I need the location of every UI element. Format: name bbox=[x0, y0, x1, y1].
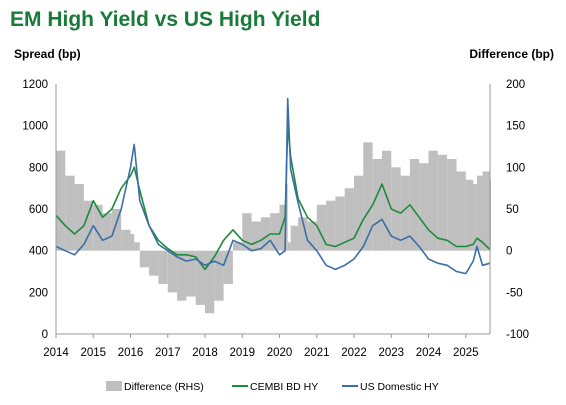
series-line-us-domestic-hy bbox=[55, 97, 491, 275]
difference-bar bbox=[287, 242, 291, 251]
x-tick-label: 2025 bbox=[453, 347, 479, 359]
difference-bar bbox=[195, 250, 205, 305]
difference-bar bbox=[335, 196, 345, 251]
difference-bar bbox=[139, 250, 150, 268]
difference-bar bbox=[326, 200, 336, 251]
x-tick-label: 2021 bbox=[304, 347, 330, 359]
difference-bar bbox=[56, 150, 66, 251]
legend-item: CEMBI BD HY bbox=[232, 381, 318, 393]
y-axis-label-left: Spread (bp) bbox=[14, 47, 81, 61]
y-tick-label-right: 50 bbox=[506, 204, 519, 216]
difference-bar bbox=[186, 250, 196, 297]
difference-bar bbox=[74, 184, 84, 251]
legend-label: US Domestic HY bbox=[360, 381, 439, 393]
difference-bar bbox=[316, 204, 327, 251]
legend-item: US Domestic HY bbox=[342, 381, 439, 393]
difference-bar bbox=[477, 175, 483, 251]
difference-bar bbox=[205, 250, 215, 314]
x-tick-label: 2024 bbox=[416, 347, 442, 359]
y-tick-label-right: 100 bbox=[506, 162, 525, 174]
difference-bar bbox=[134, 242, 140, 251]
x-tick-label: 2016 bbox=[118, 347, 144, 359]
difference-bar bbox=[391, 167, 401, 251]
difference-bar bbox=[65, 175, 75, 251]
difference-bar bbox=[149, 250, 159, 276]
y-tick-label-left: 200 bbox=[29, 287, 48, 299]
x-tick-label: 2014 bbox=[43, 347, 69, 359]
series-line-cembi-bd-hy bbox=[55, 124, 491, 271]
difference-bar bbox=[93, 204, 103, 251]
difference-bar bbox=[482, 171, 490, 251]
legend-swatch bbox=[106, 381, 122, 391]
x-tick-label: 2020 bbox=[267, 347, 293, 359]
difference-bar bbox=[298, 217, 308, 251]
chart-title: EM High Yield vs US High Yield bbox=[10, 8, 321, 31]
x-tick-label: 2017 bbox=[155, 347, 181, 359]
difference-bar bbox=[102, 213, 112, 251]
difference-bar bbox=[167, 250, 178, 293]
legend: Difference (RHS) CEMBI BD HY US Domestic H… bbox=[106, 381, 439, 393]
difference-bar bbox=[363, 142, 373, 251]
difference-bar bbox=[177, 250, 187, 301]
x-tick-label: 2019 bbox=[229, 347, 255, 359]
y-tick-label-left: 1200 bbox=[22, 79, 48, 91]
y-tick-label-left: 400 bbox=[29, 246, 48, 258]
difference-bar bbox=[372, 159, 382, 251]
y-tick-label-right: 150 bbox=[506, 121, 525, 133]
y-tick-label-right: 0 bbox=[506, 246, 512, 258]
difference-bar bbox=[260, 217, 271, 251]
y-tick-label-left: 1000 bbox=[22, 121, 48, 133]
y-tick-label-left: 800 bbox=[29, 162, 48, 174]
series-lines bbox=[55, 97, 491, 275]
difference-bar bbox=[400, 175, 410, 251]
difference-bar bbox=[465, 179, 474, 251]
y-tick-label-right: -100 bbox=[506, 329, 529, 341]
difference-bar bbox=[354, 175, 364, 251]
difference-bars bbox=[56, 142, 491, 314]
difference-bar bbox=[130, 234, 135, 251]
y-axis-label-right: Difference (bp) bbox=[469, 47, 554, 61]
difference-bar bbox=[270, 213, 280, 251]
difference-bar bbox=[83, 200, 94, 251]
difference-bar bbox=[428, 150, 438, 251]
difference-bar bbox=[214, 250, 224, 301]
difference-bar bbox=[344, 188, 354, 251]
difference-bar bbox=[290, 225, 299, 251]
x-tick-label: 2015 bbox=[80, 347, 106, 359]
y-tick-label-left: 0 bbox=[42, 329, 48, 341]
difference-bar bbox=[382, 150, 392, 251]
legend-item: Difference (RHS) bbox=[106, 381, 204, 393]
difference-bar bbox=[473, 184, 477, 251]
difference-bar bbox=[121, 229, 131, 251]
difference-bar bbox=[242, 213, 252, 251]
x-tick-label: 2023 bbox=[378, 347, 404, 359]
difference-bar bbox=[419, 163, 429, 251]
legend-label: Difference (RHS) bbox=[124, 381, 204, 393]
difference-bar bbox=[158, 250, 168, 284]
difference-bar bbox=[456, 171, 466, 251]
difference-bar bbox=[111, 209, 122, 251]
axes: 0 200 400 600 800 1000 1200 -100 -50 0 50 100 150 200… bbox=[22, 79, 529, 359]
difference-bar bbox=[409, 159, 420, 251]
legend-label: CEMBI BD HY bbox=[250, 381, 318, 393]
difference-bar bbox=[223, 250, 233, 284]
difference-bar bbox=[233, 242, 243, 251]
y-tick-label-left: 600 bbox=[29, 204, 48, 216]
difference-bar bbox=[437, 154, 448, 251]
y-tick-label-right: 200 bbox=[506, 79, 525, 91]
difference-bar bbox=[307, 221, 317, 251]
y-tick-label-right: -50 bbox=[506, 287, 523, 299]
x-tick-label: 2022 bbox=[341, 347, 367, 359]
difference-bar bbox=[251, 221, 261, 251]
difference-bar bbox=[447, 159, 457, 251]
x-tick-label: 2018 bbox=[192, 347, 218, 359]
